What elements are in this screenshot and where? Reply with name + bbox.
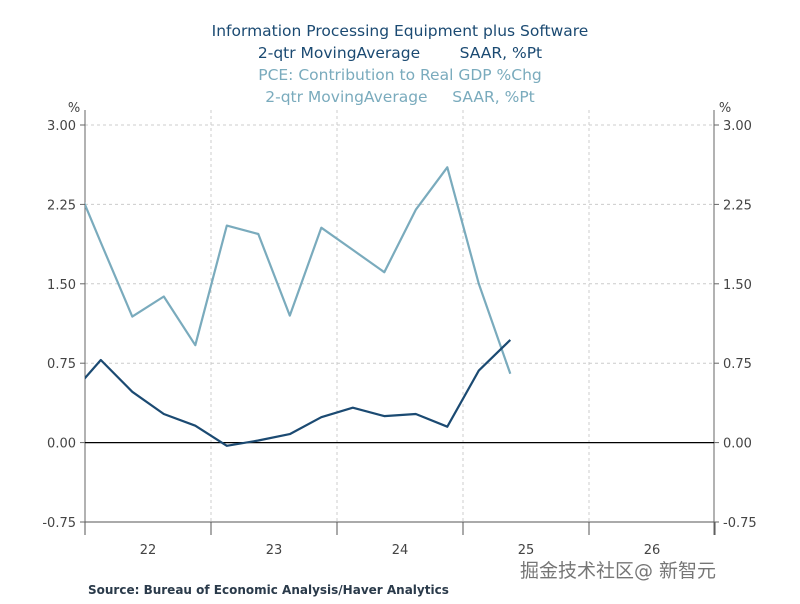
x-tick-label: 26 bbox=[644, 543, 661, 558]
y-tick-label-left: 0.00 bbox=[47, 437, 76, 452]
chart-title: Information Processing Equipment plus So… bbox=[212, 22, 589, 106]
x-tick-label: 23 bbox=[266, 543, 283, 558]
y-tick-label-right: 0.75 bbox=[723, 357, 752, 372]
y-tick-label-right: 2.25 bbox=[723, 198, 752, 213]
title-line: 2-qtr MovingAverage SAAR, %Pt bbox=[258, 44, 542, 62]
y-tick-label-left: 0.75 bbox=[47, 357, 76, 372]
grid bbox=[85, 110, 714, 522]
watermark: 掘金技术社区@ 新智元 bbox=[520, 560, 716, 582]
y-tick-label-left: 3.00 bbox=[47, 119, 76, 134]
y-tick-label-left: 2.25 bbox=[47, 198, 76, 213]
source-note: Source: Bureau of Economic Analysis/Have… bbox=[88, 583, 449, 597]
y-unit-left: % bbox=[68, 101, 80, 116]
title-line: PCE: Contribution to Real GDP %Chg bbox=[258, 66, 542, 84]
x-tick-label: 24 bbox=[392, 543, 409, 558]
x-tick-label: 25 bbox=[518, 543, 535, 558]
series-lines bbox=[85, 166, 512, 447]
title-line: 2-qtr MovingAverage SAAR, %Pt bbox=[265, 88, 535, 106]
title-line: Information Processing Equipment plus So… bbox=[212, 22, 589, 40]
series-line-info-processing bbox=[85, 339, 512, 447]
y-tick-label-right: 1.50 bbox=[723, 278, 752, 293]
axes: 3.00 3.00 2.25 2.25 1.50 1.50 0.75 0.75 0.00 0.00… bbox=[42, 110, 757, 558]
y-unit-right: % bbox=[719, 101, 731, 116]
series-line-pce-contribution bbox=[85, 166, 512, 375]
x-tick-label: 22 bbox=[140, 543, 157, 558]
y-tick-label-left: 1.50 bbox=[47, 278, 76, 293]
y-tick-label-left: -0.75 bbox=[42, 516, 76, 531]
y-tick-label-right: 3.00 bbox=[723, 119, 752, 134]
y-tick-label-right: 0.00 bbox=[723, 437, 752, 452]
y-tick-label-right: -0.75 bbox=[723, 516, 757, 531]
